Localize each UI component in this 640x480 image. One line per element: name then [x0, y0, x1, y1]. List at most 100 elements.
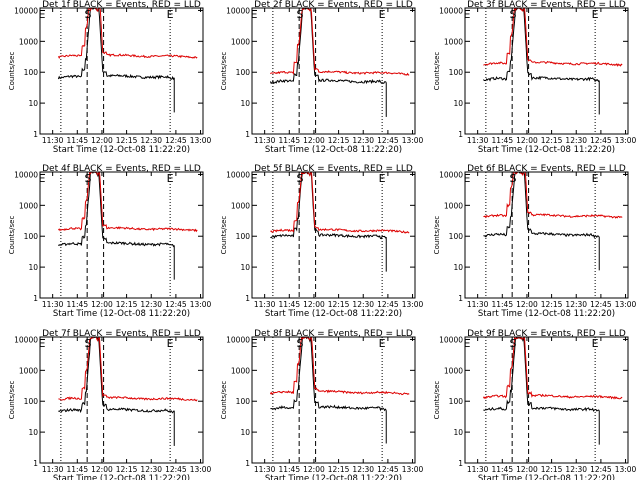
attenuator-state-marker: E	[38, 337, 45, 350]
plot-frame	[39, 171, 204, 299]
x-tick-label: 12:30	[140, 136, 162, 145]
x-tick-label: 11:30	[467, 465, 489, 474]
attenuator-state-marker: E	[250, 8, 257, 21]
x-tick-label: 12:15	[116, 300, 138, 309]
y-tick-label: 1000	[444, 201, 463, 210]
x-tick-label: 13:00	[615, 300, 637, 309]
lld-curve	[482, 337, 623, 400]
panel-title: Det 3f BLACK = Events, RED = LLD	[467, 0, 626, 10]
events-curve	[58, 337, 175, 414]
y-tick-label: 10000	[14, 335, 38, 344]
x-axis-label: Start Time (12-Oct-08 11:22:20)	[265, 474, 402, 480]
y-tick-label: 1	[245, 130, 250, 139]
y-tick-label: 10000	[439, 170, 463, 179]
x-tick-label: 11:45	[278, 136, 300, 145]
attenuator-state-marker: E	[167, 8, 174, 21]
y-tick-label: 10	[240, 263, 250, 272]
events-curve	[483, 8, 600, 83]
lld-curve	[57, 8, 198, 60]
x-tick-label: 12:30	[565, 465, 587, 474]
y-tick-label: 10000	[226, 6, 250, 15]
x-axis-label: Start Time (12-Oct-08 11:22:20)	[478, 145, 615, 155]
detector-panel-8: Det 8f BLACK = Events, RED = LLD 11:30 11:…	[220, 329, 424, 480]
x-tick-label: 12:30	[140, 465, 162, 474]
attenuator-state-marker: S	[84, 8, 91, 21]
y-tick-label: 1000	[19, 366, 38, 375]
x-tick-label: 12:00	[91, 136, 113, 145]
panel-title: Det 1f BLACK = Events, RED = LLD	[42, 0, 201, 10]
y-axis-label: Counts/sec	[220, 381, 228, 420]
y-tick-label: 10	[28, 99, 38, 108]
x-tick-label: 11:45	[66, 465, 88, 474]
y-axis-label: Counts/sec	[433, 52, 441, 91]
attenuator-state-marker: E	[592, 172, 599, 185]
lld-curve	[270, 172, 410, 234]
y-tick-label: 10	[28, 428, 38, 437]
x-axis-label: Start Time (12-Oct-08 11:22:20)	[265, 309, 402, 319]
y-axis-label: Counts/sec	[8, 216, 16, 255]
x-tick-label: 12:45	[590, 465, 612, 474]
panel-title: Det 6f BLACK = Events, RED = LLD	[467, 164, 626, 174]
y-tick-label: 1000	[444, 366, 463, 375]
y-tick-label: 100	[236, 397, 251, 406]
x-tick-label: 12:00	[91, 465, 113, 474]
lld-curve	[58, 337, 198, 402]
x-tick-label: 12:45	[377, 465, 399, 474]
y-tick-label: 10	[28, 263, 38, 272]
y-tick-label: 1	[245, 459, 250, 468]
x-tick-label: 12:15	[116, 465, 138, 474]
detector-panel-3: Det 3f BLACK = Events, RED = LLD 11:30 11:…	[433, 0, 637, 155]
y-axis-label: Counts/sec	[220, 52, 228, 91]
attenuator-state-marker: E	[250, 172, 257, 185]
y-axis-label: Counts/sec	[8, 52, 16, 91]
y-tick-label: 10000	[439, 335, 463, 344]
x-tick-label: 12:00	[516, 300, 538, 309]
x-tick-label: 11:45	[278, 300, 300, 309]
x-tick-label: 12:45	[165, 136, 187, 145]
x-tick-label: 12:45	[377, 300, 399, 309]
attenuator-state-marker: E	[592, 8, 599, 21]
x-tick-label: 12:15	[116, 136, 138, 145]
detector-panel-5: Det 5f BLACK = Events, RED = LLD 11:30 11:…	[220, 164, 424, 319]
y-tick-label: 100	[24, 232, 39, 241]
y-tick-label: 100	[236, 232, 251, 241]
x-tick-label: 12:15	[328, 300, 350, 309]
attenuator-state-marker: E	[379, 8, 386, 21]
x-tick-label: 12:15	[541, 136, 563, 145]
panel-title: Det 8f BLACK = Events, RED = LLD	[254, 329, 413, 339]
x-tick-label: 11:45	[491, 465, 513, 474]
panel-title: Det 2f BLACK = Events, RED = LLD	[254, 0, 413, 10]
y-tick-label: 100	[449, 68, 464, 77]
y-tick-label: 1000	[444, 37, 463, 46]
detector-panel-7: Det 7f BLACK = Events, RED = LLD 11:30 11:…	[8, 329, 212, 480]
attenuator-state-marker: E	[463, 8, 470, 21]
lld-curve	[58, 172, 198, 233]
y-tick-label: 100	[449, 397, 464, 406]
x-tick-label: 12:15	[328, 465, 350, 474]
x-tick-label: 12:00	[516, 136, 538, 145]
x-axis-label: Start Time (12-Oct-08 11:22:20)	[53, 309, 190, 319]
attenuator-state-marker: E	[167, 172, 174, 185]
x-tick-label: 11:45	[278, 465, 300, 474]
x-axis-label: Start Time (12-Oct-08 11:22:20)	[265, 145, 402, 155]
events-curve	[57, 8, 175, 81]
plot-frame	[464, 336, 629, 464]
y-tick-label: 10000	[226, 170, 250, 179]
x-tick-label: 12:30	[352, 136, 374, 145]
x-axis-label: Start Time (12-Oct-08 11:22:20)	[53, 145, 190, 155]
x-tick-label: 12:00	[303, 136, 325, 145]
x-tick-label: 12:45	[590, 300, 612, 309]
x-tick-label: 11:45	[491, 300, 513, 309]
plot-frame	[251, 336, 416, 464]
y-axis-label: Counts/sec	[220, 216, 228, 255]
attenuator-state-marker: E	[167, 337, 174, 350]
plot-frame	[464, 171, 629, 299]
y-tick-label: 1	[245, 294, 250, 303]
y-axis-label: Counts/sec	[433, 216, 441, 255]
y-tick-label: 10	[240, 428, 250, 437]
events-curve	[269, 8, 387, 85]
y-tick-label: 10000	[14, 170, 38, 179]
x-tick-label: 12:00	[303, 465, 325, 474]
events-curve	[58, 172, 175, 248]
panel-title: Det 7f BLACK = Events, RED = LLD	[42, 329, 201, 339]
